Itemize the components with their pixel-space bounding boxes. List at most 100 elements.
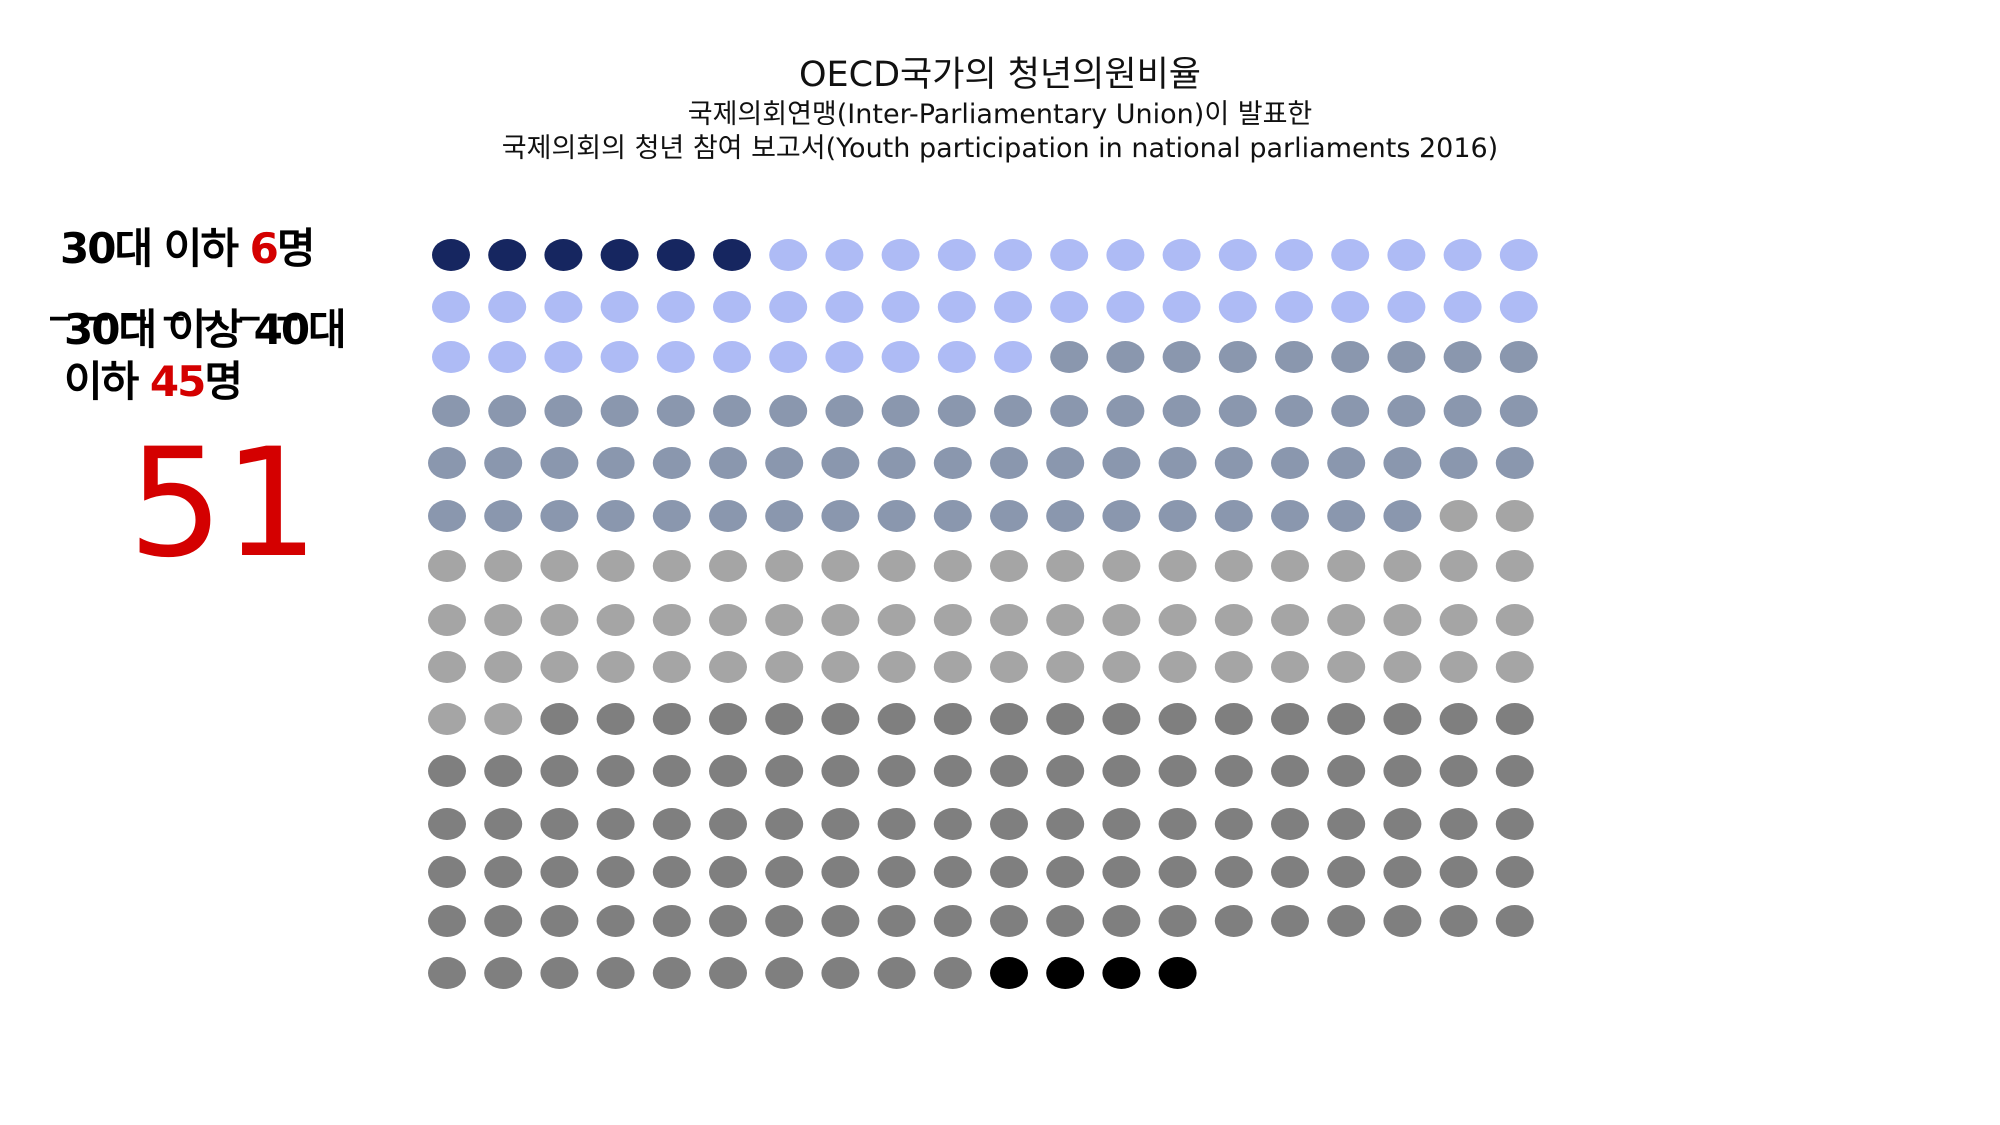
waffle-dot-group-3 (713, 395, 751, 427)
waffle-dot-group-2 (937, 239, 976, 271)
waffle-dot-group-4 (1158, 651, 1197, 683)
waffle-dot-group-4 (821, 604, 860, 636)
waffle-dot-group-5 (821, 957, 860, 989)
waffle-dot-group-5 (1327, 703, 1366, 735)
waffle-dot-group-2 (1162, 239, 1201, 271)
waffle-dot-group-4 (1327, 550, 1366, 582)
waffle-dot-group-2 (1331, 291, 1370, 323)
waffle-dot-group-5 (821, 808, 860, 840)
waffle-dot-group-2 (1218, 239, 1257, 271)
waffle-dot-group-5 (1327, 905, 1366, 937)
waffle-dot-group-5 (877, 808, 916, 840)
waffle-dot-group-4 (1214, 550, 1253, 582)
waffle-dot-group-5 (1383, 856, 1422, 888)
waffle-dot-group-5 (1102, 755, 1141, 787)
waffle-dot-group-3 (428, 447, 466, 479)
waffle-dot-group-2 (656, 341, 695, 373)
waffle-dot-group-3 (877, 447, 916, 479)
waffle-dot-group-2 (881, 341, 920, 373)
waffle-dot-group-5 (1439, 856, 1478, 888)
waffle-dot-group-5 (1046, 755, 1085, 787)
waffle-dot-group-4 (1271, 604, 1309, 636)
waffle-dot-group-3 (600, 395, 639, 427)
waffle-dot-group-4 (990, 651, 1028, 683)
waffle-dot-group-3 (1271, 500, 1309, 532)
waffle-dot-group-2 (1275, 291, 1313, 323)
waffle-dot-group-5 (484, 755, 523, 787)
waffle-dot-group-4 (540, 604, 579, 636)
waffle-dot-group-5 (877, 755, 916, 787)
legend-under30-unit: 명 (276, 224, 316, 273)
waffle-dot-group-5 (990, 755, 1028, 787)
waffle-dot-group-2 (769, 341, 808, 373)
legend-30-40-unit: 명 (204, 357, 243, 406)
waffle-dot-group-2 (1443, 239, 1482, 271)
waffle-dot-group-5 (540, 808, 579, 840)
waffle-dot-group-5 (709, 808, 747, 840)
waffle-dot-group-3 (652, 500, 691, 532)
waffle-dot-group-4 (1327, 604, 1366, 636)
waffle-dot-group-2 (713, 341, 751, 373)
waffle-dot-group-5 (765, 808, 804, 840)
waffle-dot-group-2 (488, 341, 527, 373)
waffle-dot-group-5 (990, 808, 1028, 840)
waffle-dot-group-5 (877, 905, 916, 937)
waffle-dot-group-3 (1383, 500, 1422, 532)
waffle-dot-group-2 (1162, 291, 1201, 323)
waffle-dot-group-3 (488, 395, 527, 427)
waffle-dot-group-5 (1271, 856, 1309, 888)
waffle-dot-group-3 (709, 447, 747, 479)
waffle-dot-group-3 (933, 447, 972, 479)
waffle-dot-group-1 (488, 239, 527, 271)
waffle-dot-group-1 (656, 239, 695, 271)
waffle-dot-group-5 (596, 905, 635, 937)
waffle-dot-group-4 (1495, 604, 1534, 636)
waffle-dot-group-5 (652, 703, 691, 735)
waffle-dot-group-2 (769, 291, 808, 323)
waffle-dot-group-4 (1495, 500, 1534, 532)
waffle-dot-group-3 (933, 500, 972, 532)
waffle-dot-group-4 (540, 651, 579, 683)
waffle-dot-group-3 (432, 395, 470, 427)
waffle-dot-group-4 (1271, 651, 1309, 683)
waffle-dot-group-4 (596, 651, 635, 683)
waffle-dot-group-4 (1383, 604, 1422, 636)
legend-divider: _ _ _ _ _ _ _ (50, 275, 300, 321)
waffle-dot-group-5 (596, 703, 635, 735)
waffle-dot-group-2 (937, 291, 976, 323)
waffle-dot-group-4 (484, 604, 523, 636)
waffle-dot-group-2 (544, 291, 583, 323)
chart-subtitle-1: 국제의회연맹(Inter-Parliamentary Union)이 발표한 (687, 99, 1313, 130)
waffle-dot-group-1 (713, 239, 751, 271)
waffle-dot-group-4 (428, 550, 466, 582)
waffle-dot-group-5 (765, 703, 804, 735)
waffle-dot-group-5 (596, 957, 635, 989)
waffle-dot-group-5 (877, 703, 916, 735)
waffle-dot-group-3 (1443, 395, 1482, 427)
waffle-dot-group-2 (1387, 291, 1426, 323)
waffle-dot-group-5 (484, 856, 523, 888)
legend-30-40-count: 45 (149, 357, 206, 406)
waffle-dot-group-3 (1327, 500, 1366, 532)
waffle-dot-group-5 (821, 905, 860, 937)
waffle-dot-group-5 (1383, 703, 1422, 735)
waffle-dot-group-4 (765, 651, 804, 683)
waffle-dot-group-4 (1214, 604, 1253, 636)
waffle-dot-group-5 (765, 957, 804, 989)
waffle-dot-group-3 (1439, 447, 1478, 479)
waffle-dot-group-4 (1383, 651, 1422, 683)
waffle-dot-group-5 (933, 905, 972, 937)
waffle-dot-group-2 (825, 239, 864, 271)
waffle-dot-group-5 (1495, 905, 1534, 937)
waffle-dot-group-5 (1214, 856, 1253, 888)
waffle-dot-group-4 (765, 550, 804, 582)
waffle-dot-group-5 (1046, 808, 1085, 840)
waffle-dot-group-3 (1499, 341, 1538, 373)
waffle-dot-group-5 (1439, 905, 1478, 937)
waffle-dot-group-5 (877, 957, 916, 989)
waffle-dot-group-3 (1383, 447, 1422, 479)
waffle-dot-group-3 (1214, 447, 1253, 479)
waffle-dot-group-5 (933, 808, 972, 840)
waffle-dot-group-4 (1383, 550, 1422, 582)
waffle-dot-group-5 (596, 808, 635, 840)
